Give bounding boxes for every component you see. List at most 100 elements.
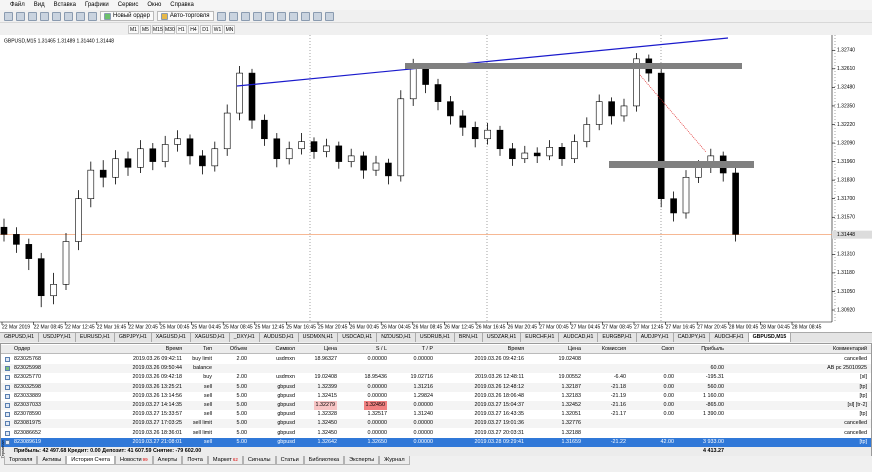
resistance-zone	[405, 63, 742, 69]
terminal-tab[interactable]: Библиотека	[303, 456, 345, 465]
symbol-tab[interactable]: GBPUSD,H1	[0, 333, 39, 342]
menu-item[interactable]: Графики	[84, 2, 109, 8]
table-row[interactable]: 823033889 2019.03.26 13:14:56 sell 5.00 gbpu…	[1, 391, 871, 401]
table-row[interactable]: 823081975 2019.03.27 17:03:25 sell limit 5.…	[1, 419, 871, 429]
x-tick-label: 25 Mar 08:45	[223, 324, 253, 330]
timeframe-button[interactable]: H4	[188, 24, 199, 34]
timeframe-button[interactable]: M1	[128, 24, 139, 34]
terminal-tab[interactable]: Эксперты	[344, 456, 380, 465]
chart: GBPUSD,M15 1.31465 1.31489 1.31440 1.314…	[0, 35, 872, 332]
symbol-tab[interactable]: AUDCAD,H1	[559, 333, 599, 342]
icon[interactable]	[40, 11, 49, 21]
table-row[interactable]: 823025998 2019.03.26 09:50:44 balance 60.00…	[1, 364, 871, 374]
cell: sell	[203, 438, 212, 445]
table-row[interactable]: 823025770 2019.03.26 09:42:18 buy 2.00 usdmx…	[1, 373, 871, 383]
symbol-tab[interactable]: EURGBP,H1	[598, 333, 637, 342]
symbol-tab[interactable]: _DXY,H1	[230, 333, 260, 342]
icon[interactable]	[276, 11, 286, 21]
symbol-tab[interactable]: BRN,H1	[455, 333, 483, 342]
cell: 1.31659	[561, 438, 582, 445]
terminal-tab[interactable]: Новости99	[114, 456, 153, 465]
cell: buy	[203, 374, 212, 381]
symbol-tab[interactable]: CADJPY,H1	[674, 333, 711, 342]
cell: [tp]	[859, 383, 868, 390]
symbol-tab[interactable]: EURCHF,H1	[521, 333, 560, 342]
icon[interactable]	[228, 11, 238, 21]
symbol-tab[interactable]: XAGUSD,H1	[191, 333, 230, 342]
table-row[interactable]: 823032598 2019.03.26 13:25:21 sell 5.00 gbpu…	[1, 382, 871, 392]
table-row[interactable]: 823078590 2019.03.27 15:33:57 sell 5.00 gbpu…	[1, 410, 871, 420]
menu-item[interactable]: Окно	[147, 2, 162, 8]
terminal-tab[interactable]: Сигналы	[242, 456, 276, 465]
timeframe-button[interactable]: M15	[152, 24, 163, 34]
terminal-tab[interactable]: Журнал	[379, 456, 410, 465]
symbol-tab[interactable]: AUDUSD,H1	[260, 333, 299, 342]
new-order-button[interactable]: Новый ордер	[100, 11, 154, 21]
timeframe-button[interactable]: M5	[140, 24, 151, 34]
icon[interactable]	[16, 11, 25, 21]
symbol-tab[interactable]: USDJPY,H1	[39, 333, 76, 342]
table-row[interactable]: 823089619 2019.03.27 21:08:01 sell 5.00 gbpu…	[1, 437, 871, 447]
terminal-tab[interactable]: Маркет62	[207, 456, 243, 465]
menu-item[interactable]: Вид	[33, 2, 45, 8]
candle-body	[149, 148, 157, 162]
icon[interactable]	[28, 11, 37, 21]
symbol-tab[interactable]: AUDCHF,H1	[710, 333, 749, 342]
icon[interactable]	[300, 11, 310, 21]
terminal-tab[interactable]: Почта	[182, 456, 208, 465]
symbol-tab[interactable]: USDZAR,H1	[483, 333, 522, 342]
icon[interactable]	[324, 11, 334, 21]
cell: 1 390.00	[703, 411, 724, 418]
icon[interactable]	[312, 11, 322, 21]
candle-body	[199, 155, 206, 167]
cell: S / L	[375, 346, 387, 352]
icon[interactable]	[216, 11, 226, 21]
terminal-tab[interactable]: Активы	[37, 456, 67, 465]
icon[interactable]	[288, 11, 298, 21]
icon[interactable]	[64, 11, 73, 21]
icon[interactable]	[52, 11, 61, 21]
icon[interactable]	[264, 11, 274, 21]
symbol-tab[interactable]: XAGUSD,H1	[152, 333, 191, 342]
toolbar: Новый ордер Авто-торговля	[0, 10, 872, 23]
table-row[interactable]: 823025768 2019.03.26 09:42:11 buy limit 2.0…	[1, 355, 871, 364]
dotted-trend-line	[639, 74, 707, 153]
timeframe-button[interactable]: W1	[212, 24, 223, 34]
button-label: Авто-торговля	[169, 12, 210, 19]
timeframe-button[interactable]: D1	[200, 24, 211, 34]
timeframe-button[interactable]: H1	[176, 24, 187, 34]
terminal-tab[interactable]: Статьи	[275, 456, 304, 465]
timeframe-button[interactable]: MN	[224, 24, 235, 34]
symbol-tab[interactable]: GBPUSD,M15	[748, 333, 792, 342]
table-row[interactable]: 823086652 2019.03.26 18:36:01 sell limit 5.…	[1, 428, 871, 438]
icon[interactable]	[240, 11, 250, 21]
symbol-tab[interactable]: GBPJPY,H1	[115, 333, 152, 342]
cell: 5.00	[236, 411, 248, 418]
terminal-tab[interactable]: Торговля	[4, 456, 38, 465]
tab-label: Эксперты	[349, 457, 375, 463]
symbol-tab[interactable]: USDRUB,H1	[416, 333, 455, 342]
terminal-tab[interactable]: Алерты	[152, 456, 183, 465]
row-icon	[5, 439, 10, 445]
symbol-tab[interactable]: NZDUSD,H1	[377, 333, 416, 342]
menu-item[interactable]: Вставка	[53, 2, 76, 8]
table-row[interactable]: 823037033 2019.03.27 14:14:35 sell 5.00 gbpu…	[1, 401, 871, 410]
menu-item[interactable]: Сервис	[117, 2, 139, 8]
symbol-tab[interactable]: USDMXN,H1	[299, 333, 339, 342]
candle-body	[372, 162, 380, 171]
icon[interactable]	[4, 11, 13, 21]
symbol-tab[interactable]: EURUSD,H1	[76, 333, 115, 342]
cell: 5.00	[236, 402, 248, 408]
icon[interactable]	[252, 11, 262, 21]
autotrading-button[interactable]: Авто-торговля	[156, 11, 214, 21]
symbol-tab[interactable]: AUDJPY,H1	[637, 333, 674, 342]
cell: 1.32415	[317, 392, 338, 399]
x-tick-label: 26 Mar 00:45	[350, 324, 380, 330]
menu-item[interactable]: Файл	[10, 2, 25, 8]
terminal-tab[interactable]: История Счета	[66, 456, 115, 465]
timeframe-button[interactable]: M30	[164, 24, 175, 34]
menu-item[interactable]: Справка	[170, 2, 194, 8]
icon[interactable]	[76, 11, 85, 21]
symbol-tab[interactable]: USDCAD,H1	[338, 333, 378, 342]
icon[interactable]	[88, 11, 97, 21]
